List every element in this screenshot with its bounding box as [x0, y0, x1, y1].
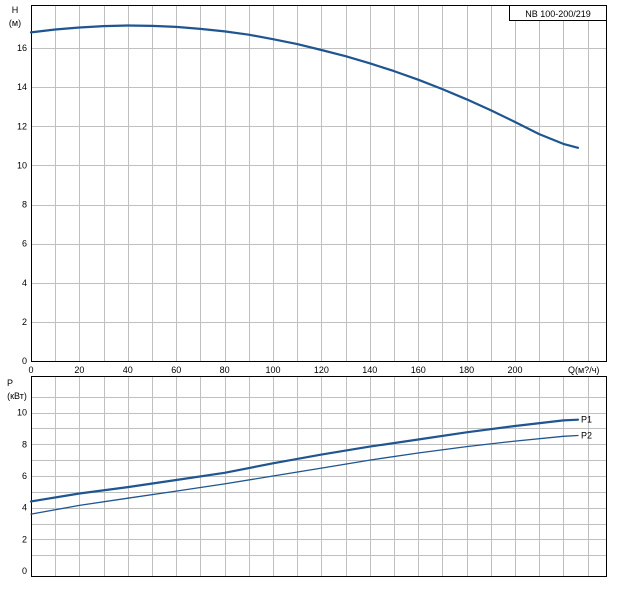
head-chart-series [29, 24, 580, 149]
head-y-tick-labels: 0 2 4 6 8 10 12 14 16 [17, 43, 27, 366]
series-label-p1: P1 [581, 415, 592, 425]
model-label-box [509, 5, 607, 21]
power-chart-panel: 0 2 4 6 8 10 P (кВт) P1 P2 [7, 376, 607, 577]
flow-x-tick-label: 20 [74, 365, 84, 375]
head-chart-frame [31, 5, 607, 362]
head-axis-label: H [12, 5, 19, 15]
head-y-tick-label: 4 [22, 278, 27, 288]
head-axis-unit: (м) [9, 18, 21, 28]
head-y-tick-label: 16 [17, 43, 27, 53]
power-series-labels: P1 P2 [581, 415, 592, 441]
head-y-tick-label: 8 [22, 200, 27, 210]
head-curve-line [29, 24, 580, 149]
flow-x-tick-label: 80 [220, 365, 230, 375]
head-y-tick-label: 2 [22, 317, 27, 327]
flow-x-tick-label: 160 [411, 365, 426, 375]
power-curve-p1 [29, 418, 580, 503]
model-label: NB 100-200/219 [525, 9, 591, 19]
power-y-tick-label: 6 [22, 471, 27, 481]
flow-axis-label: Q(м?/ч) [568, 365, 599, 375]
head-y-tick-label: 14 [17, 82, 27, 92]
power-chart-series [29, 418, 580, 515]
head-chart-grid [31, 5, 607, 361]
head-x-tick-labels: 0 20 40 60 80 100 120 140 160 180 200 [28, 365, 522, 375]
power-chart-grid [31, 376, 607, 576]
head-y-tick-label: 12 [17, 121, 27, 131]
flow-x-tick-label: 60 [171, 365, 181, 375]
head-y-tick-label: 10 [17, 160, 27, 170]
power-chart-frame [31, 376, 607, 577]
flow-x-tick-label: 0 [28, 365, 33, 375]
power-y-tick-labels: 0 2 4 6 8 10 [17, 408, 27, 577]
power-y-tick-label: 8 [22, 439, 27, 449]
power-y-tick-label: 2 [22, 534, 27, 544]
flow-x-tick-label: 100 [266, 365, 281, 375]
power-y-tick-label: 0 [22, 566, 27, 576]
flow-x-tick-label: 140 [362, 365, 377, 375]
flow-x-tick-label: 120 [314, 365, 329, 375]
flow-x-tick-label: 180 [459, 365, 474, 375]
power-axis-label: P [7, 378, 13, 388]
flow-x-tick-label: 40 [123, 365, 133, 375]
power-axis-unit: (кВт) [7, 391, 27, 401]
power-y-tick-label: 10 [17, 408, 27, 418]
head-chart-panel: 0 2 4 6 8 10 12 14 16 0 20 40 60 80 100 120 140 160 180 20… [9, 5, 607, 375]
head-y-tick-label: 6 [22, 239, 27, 249]
flow-x-tick-label: 200 [508, 365, 523, 375]
power-curve-p2 [30, 434, 579, 515]
head-y-tick-label: 0 [22, 356, 27, 366]
power-y-tick-label: 4 [22, 503, 27, 513]
series-label-p2: P2 [581, 431, 592, 441]
